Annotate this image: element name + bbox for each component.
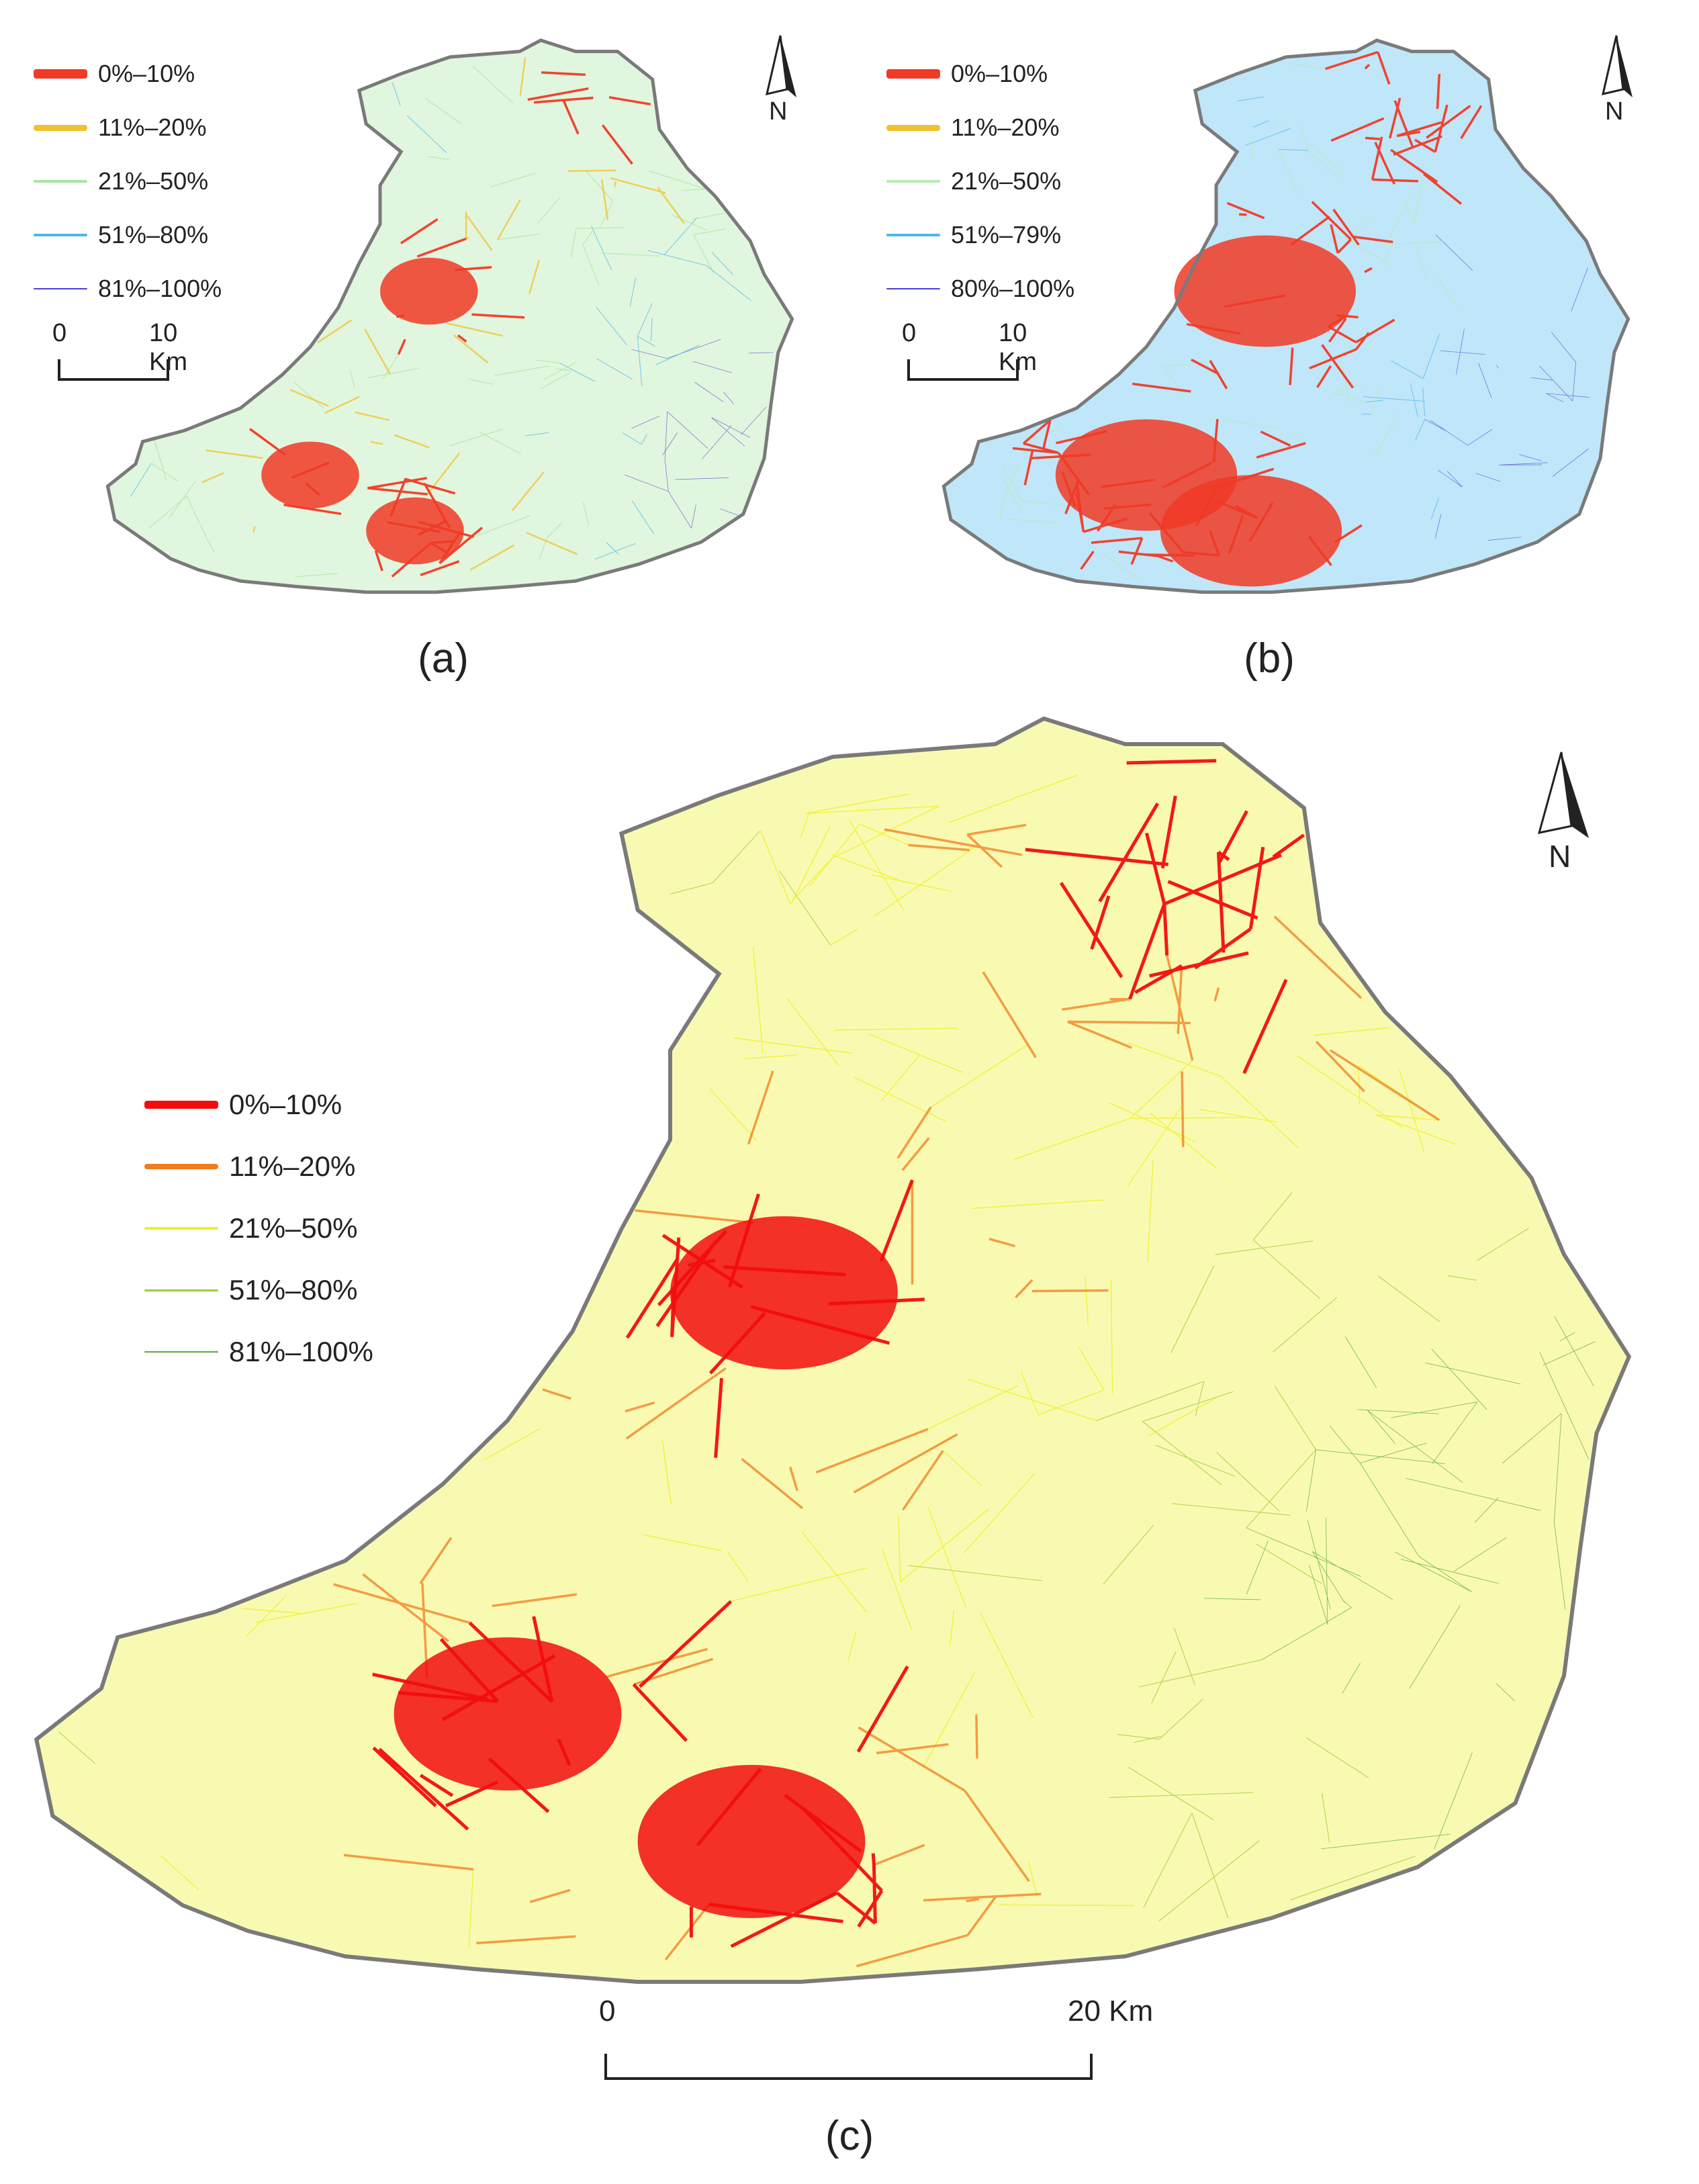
legend-item: 0%–10% (144, 1085, 342, 1125)
legend-b: 0%–10% 11%–20% 21%–50% 51%–79% 80%–100% (886, 57, 1168, 312)
panel-c: 0%–10% 11%–20% 21%–50% 51%–80% 81%–100% … (0, 698, 1699, 2184)
north-arrow-c: N (1524, 745, 1598, 880)
legend-label: 11%–20% (229, 1150, 356, 1182)
network-edges-class-3 (999, 62, 1458, 582)
legend-item: 81%–100% (34, 272, 222, 306)
legend-item: 51%–79% (886, 218, 1061, 252)
caption-b: (b) (1244, 635, 1295, 682)
caption-a: (a) (418, 635, 469, 682)
legend-label: 11%–20% (951, 113, 1060, 141)
legend-item: 51%–80% (144, 1270, 357, 1310)
network-hub-3 (366, 497, 464, 565)
scale-start-label: 0 (52, 319, 67, 347)
legend-swatch (144, 1101, 218, 1109)
legend-label: 0%–10% (229, 1089, 342, 1120)
scale-start-label: 0 (599, 1995, 616, 2028)
network-hub-1 (1174, 235, 1356, 347)
legend-item: 81%–100% (144, 1332, 373, 1372)
coastline-outline (34, 716, 1632, 1984)
network-hub-2 (261, 441, 359, 509)
north-label: N (1549, 839, 1571, 874)
legend-swatch (34, 69, 87, 79)
network-hub-3 (1160, 475, 1342, 587)
legend-swatch (886, 180, 940, 183)
network-map-a (105, 38, 794, 594)
legend-c: 0%–10% 11%–20% 21%–50% 51%–80% 81%–100% (144, 1085, 453, 1394)
legend-item: 51%–80% (34, 218, 208, 252)
legend-a: 0%–10% 11%–20% 21%–50% 51%–80% 81%–100% (34, 57, 316, 312)
caption-c: (c) (825, 2113, 874, 2159)
legend-label: 11%–20% (98, 113, 207, 141)
legend-label: 0%–10% (951, 60, 1048, 87)
north-arrow-icon (1601, 35, 1633, 97)
legend-label: 21%–50% (229, 1212, 358, 1244)
north-label: N (1605, 97, 1624, 126)
legend-item: 21%–50% (144, 1208, 357, 1248)
legend-item: 0%–10% (34, 57, 195, 91)
panel-b: 0%–10% 11%–20% 21%–50% 51%–79% 80%–100% … (850, 0, 1699, 698)
legend-label: 21%–50% (951, 167, 1062, 195)
legend-swatch (886, 124, 940, 131)
legend-swatch (886, 288, 940, 289)
legend-label: 81%–100% (229, 1336, 373, 1367)
legend-swatch (144, 1351, 218, 1353)
legend-swatch (144, 1164, 218, 1169)
legend-item: 80%–100% (886, 272, 1074, 306)
legend-label: 81%–100% (98, 275, 222, 302)
north-arrow-b: N (1588, 30, 1642, 134)
scale-bar-b: 0 10 Km (897, 319, 1051, 393)
legend-label: 51%–80% (98, 221, 209, 248)
legend-item: 0%–10% (886, 57, 1048, 91)
north-arrow-icon (765, 35, 796, 97)
legend-label: 21%–50% (98, 167, 209, 195)
network-hub-1 (670, 1216, 898, 1369)
network-edges-class-5 (625, 338, 773, 529)
legend-swatch (144, 1289, 218, 1291)
north-label: N (769, 97, 788, 126)
legend-swatch (34, 124, 87, 131)
scale-bar-a: 0 10 Km (47, 319, 201, 393)
north-arrow-a: N (752, 30, 806, 134)
legend-label: 51%–79% (951, 221, 1062, 248)
legend-swatch (34, 288, 87, 289)
legend-label: 0%–10% (98, 60, 195, 87)
legend-swatch (34, 234, 87, 236)
legend-label: 51%–80% (229, 1274, 358, 1306)
network-map-c (34, 716, 1632, 1984)
legend-label: 80%–100% (951, 275, 1075, 302)
legend-swatch (34, 180, 87, 183)
legend-item: 21%–50% (886, 165, 1061, 198)
scale-start-label: 0 (902, 319, 917, 347)
legend-item: 21%–50% (34, 165, 208, 198)
panel-a: 0%–10% 11%–20% 21%–50% 51%–80% 81%–100% … (0, 0, 850, 698)
coastline-outline (105, 38, 794, 594)
network-hub-2 (394, 1637, 622, 1790)
scale-bar-c: 0 20 Km (591, 1995, 1195, 2095)
scale-end-label: 20 Km (1068, 1995, 1154, 2028)
legend-swatch (144, 1227, 218, 1230)
legend-item: 11%–20% (886, 111, 1059, 144)
network-hub-3 (637, 1765, 866, 1918)
north-arrow-icon (1537, 752, 1589, 838)
network-edges-class-4 (58, 831, 1530, 1922)
network-map-b (942, 38, 1631, 594)
legend-item: 11%–20% (34, 111, 206, 144)
legend-item: 11%–20% (144, 1146, 355, 1187)
network-edges-class-4 (1237, 96, 1440, 520)
network-edges-class-4 (130, 81, 751, 560)
legend-swatch (886, 234, 940, 236)
legend-swatch (886, 69, 940, 79)
network-edges-class-5 (1203, 1316, 1596, 1850)
coastline-outline (942, 38, 1631, 594)
network-hub-1 (380, 257, 478, 325)
